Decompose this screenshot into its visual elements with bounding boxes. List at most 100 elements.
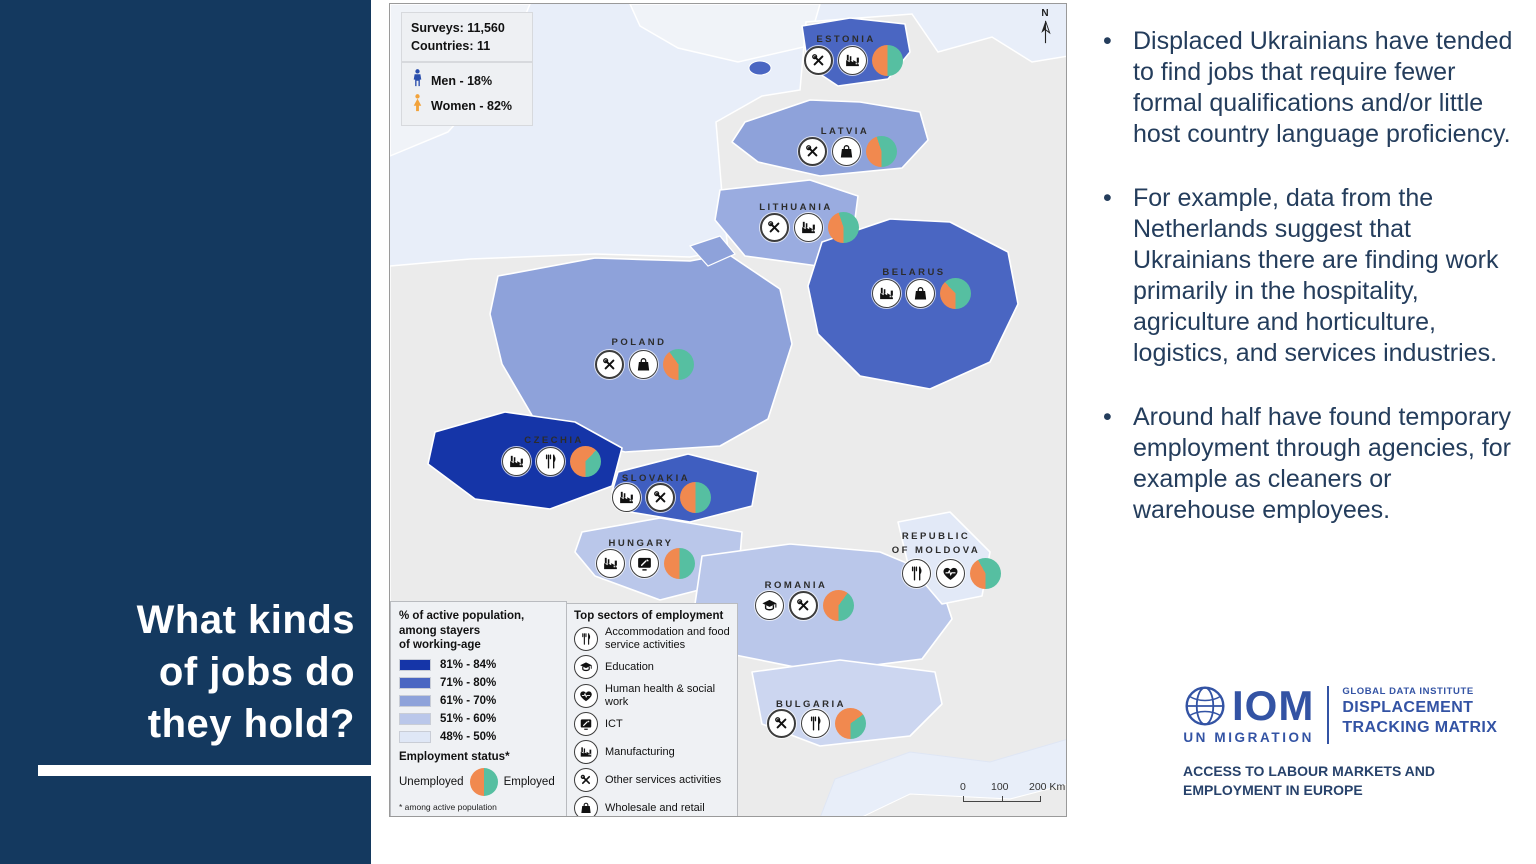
bullet-text: For example, data from the Netherlands s… — [1133, 184, 1499, 367]
scale-100: 100 — [991, 781, 1009, 793]
iom-globe-icon — [1185, 686, 1225, 726]
country-label-moldova: REPUBLIC OF MOLDOVA — [891, 531, 981, 556]
sector-legend-label: Wholesale and retail — [605, 801, 705, 814]
report-caption: ACCESS TO LABOUR MARKETS AND EMPLOYMENT … — [1183, 763, 1436, 798]
choropleth-swatch — [399, 712, 431, 725]
factory-icon — [612, 483, 641, 512]
country-label-latvia: LATVIA — [820, 126, 870, 137]
scale-0: 0 — [960, 781, 966, 793]
sectors-legend-title: Top sectors of employment — [574, 610, 724, 622]
scale-labels: 0 100 200 Km — [960, 781, 1066, 794]
iom-acronym: IOM — [1232, 682, 1315, 729]
surveys-count: Surveys: 11,560 — [411, 21, 505, 35]
employment-pie-slovakia — [680, 482, 711, 513]
country-marker-poland — [595, 349, 694, 380]
women-stat-row: Women - 82% — [411, 94, 523, 119]
sector-legend-row: Other services activities — [574, 768, 730, 792]
country-marker-lithuania — [760, 212, 859, 243]
graduation-cap-icon — [755, 591, 784, 620]
dtm-line1: DISPLACEMENT — [1342, 699, 1474, 716]
shopping-bag-icon — [906, 279, 935, 308]
factory-icon — [502, 447, 531, 476]
factory-icon — [794, 213, 823, 242]
choropleth-class-row: 81% - 84% — [399, 658, 558, 671]
north-arrow-icon — [1040, 20, 1051, 44]
country-label-bulgaria: BULGARIA — [776, 699, 846, 710]
country-marker-slovakia — [612, 482, 711, 513]
map-panel: Surveys: 11,560 Countries: 11 Men - 18% … — [389, 3, 1067, 817]
sector-legend-label: Other services activities — [605, 773, 722, 786]
survey-stats-box: Surveys: 11,560 Countries: 11 — [401, 12, 533, 62]
factory-icon — [872, 279, 901, 308]
health-heart-icon — [574, 683, 598, 708]
countries-count: Countries: 11 — [411, 39, 491, 53]
sector-rows: Accommodation and food service activitie… — [574, 626, 730, 816]
country-marker-belarus — [872, 278, 971, 309]
bullet-dot: • — [1103, 403, 1112, 431]
women-stat: Women - 82% — [431, 99, 513, 113]
country-marker-estonia — [804, 45, 903, 76]
choropleth-class-row: 61% - 70% — [399, 694, 558, 707]
crossed-tools-icon — [595, 350, 624, 379]
fork-knife-icon — [801, 709, 830, 738]
bullet-item: • Around half have found temporary emplo… — [1103, 402, 1515, 526]
sector-legend-row: Education — [574, 655, 730, 679]
unemployed-label: Unemployed — [399, 775, 464, 788]
iom-divider — [1327, 686, 1330, 744]
country-label-hungary: HUNGARY — [608, 538, 674, 549]
sector-legend-label: Manufacturing — [605, 745, 675, 758]
sector-legend-label: ICT — [605, 717, 623, 730]
country-marker-latvia — [798, 136, 897, 167]
health-heart-icon — [936, 559, 965, 588]
country-marker-bulgaria — [767, 708, 866, 739]
iom-logo-main: IOM — [1183, 684, 1314, 728]
woman-icon — [411, 94, 424, 119]
country-shape-estonia-islands — [748, 60, 772, 76]
employment-status-row: Unemployed Employed — [399, 767, 558, 796]
gdi-label: GLOBAL DATA INSTITUTE — [1342, 686, 1474, 697]
shopping-bag-icon — [574, 796, 598, 816]
compass-north-label: N — [1041, 8, 1049, 19]
employment-pie-belarus — [940, 278, 971, 309]
country-label-lithuania: LITHUANIA — [759, 202, 833, 213]
employment-status-title: Employment status* — [399, 750, 510, 763]
iom-subtitle: UN MIGRATION — [1183, 730, 1315, 745]
choropleth-class-label: 81% - 84% — [440, 658, 497, 671]
employed-label: Employed — [503, 775, 555, 788]
employment-pie-romania — [823, 590, 854, 621]
crossed-tools-icon — [804, 46, 833, 75]
crossed-tools-icon — [767, 709, 796, 738]
choropleth-class-label: 71% - 80% — [440, 676, 497, 689]
crossed-tools-icon — [574, 768, 598, 792]
sector-legend-row: Human health & social work — [574, 683, 730, 708]
sector-legend-label: Education — [605, 660, 654, 673]
country-label-romania: ROMANIA — [764, 580, 828, 591]
iom-logo-left: IOM UN MIGRATION — [1183, 684, 1315, 746]
employment-pie — [469, 767, 498, 796]
employment-pie-bulgaria — [835, 708, 866, 739]
man-icon — [411, 69, 424, 94]
graduation-cap-icon — [574, 655, 598, 679]
choropleth-class-label: 61% - 70% — [440, 694, 497, 707]
choropleth-swatch — [399, 658, 431, 671]
choropleth-legend: % of active population, among stayers of… — [390, 601, 567, 816]
country-marker-czechia — [502, 446, 601, 477]
bullet-item: • For example, data from the Netherlands… — [1103, 183, 1515, 369]
employment-pie-moldova — [970, 558, 1001, 589]
dtm-line2: TRACKING MATRIX — [1342, 719, 1498, 736]
choropleth-class-row: 48% - 50% — [399, 730, 558, 743]
scale-line — [963, 796, 1041, 802]
scale-bar: 0 100 200 Km — [960, 781, 1066, 802]
compass: N — [1035, 9, 1055, 50]
employment-pie-poland — [663, 349, 694, 380]
fork-knife-icon — [536, 447, 565, 476]
factory-icon — [574, 740, 598, 764]
choropleth-legend-title: % of active population, among stayers of… — [399, 610, 525, 651]
ict-monitor-icon — [630, 549, 659, 578]
country-label-czechia: CZECHIA — [524, 435, 584, 446]
choropleth-class-label: 48% - 50% — [440, 730, 497, 743]
shopping-bag-icon — [832, 137, 861, 166]
country-label-belarus: BELARUS — [882, 267, 946, 278]
choropleth-swatch — [399, 694, 431, 707]
choropleth-class-label: 51% - 60% — [440, 712, 497, 725]
